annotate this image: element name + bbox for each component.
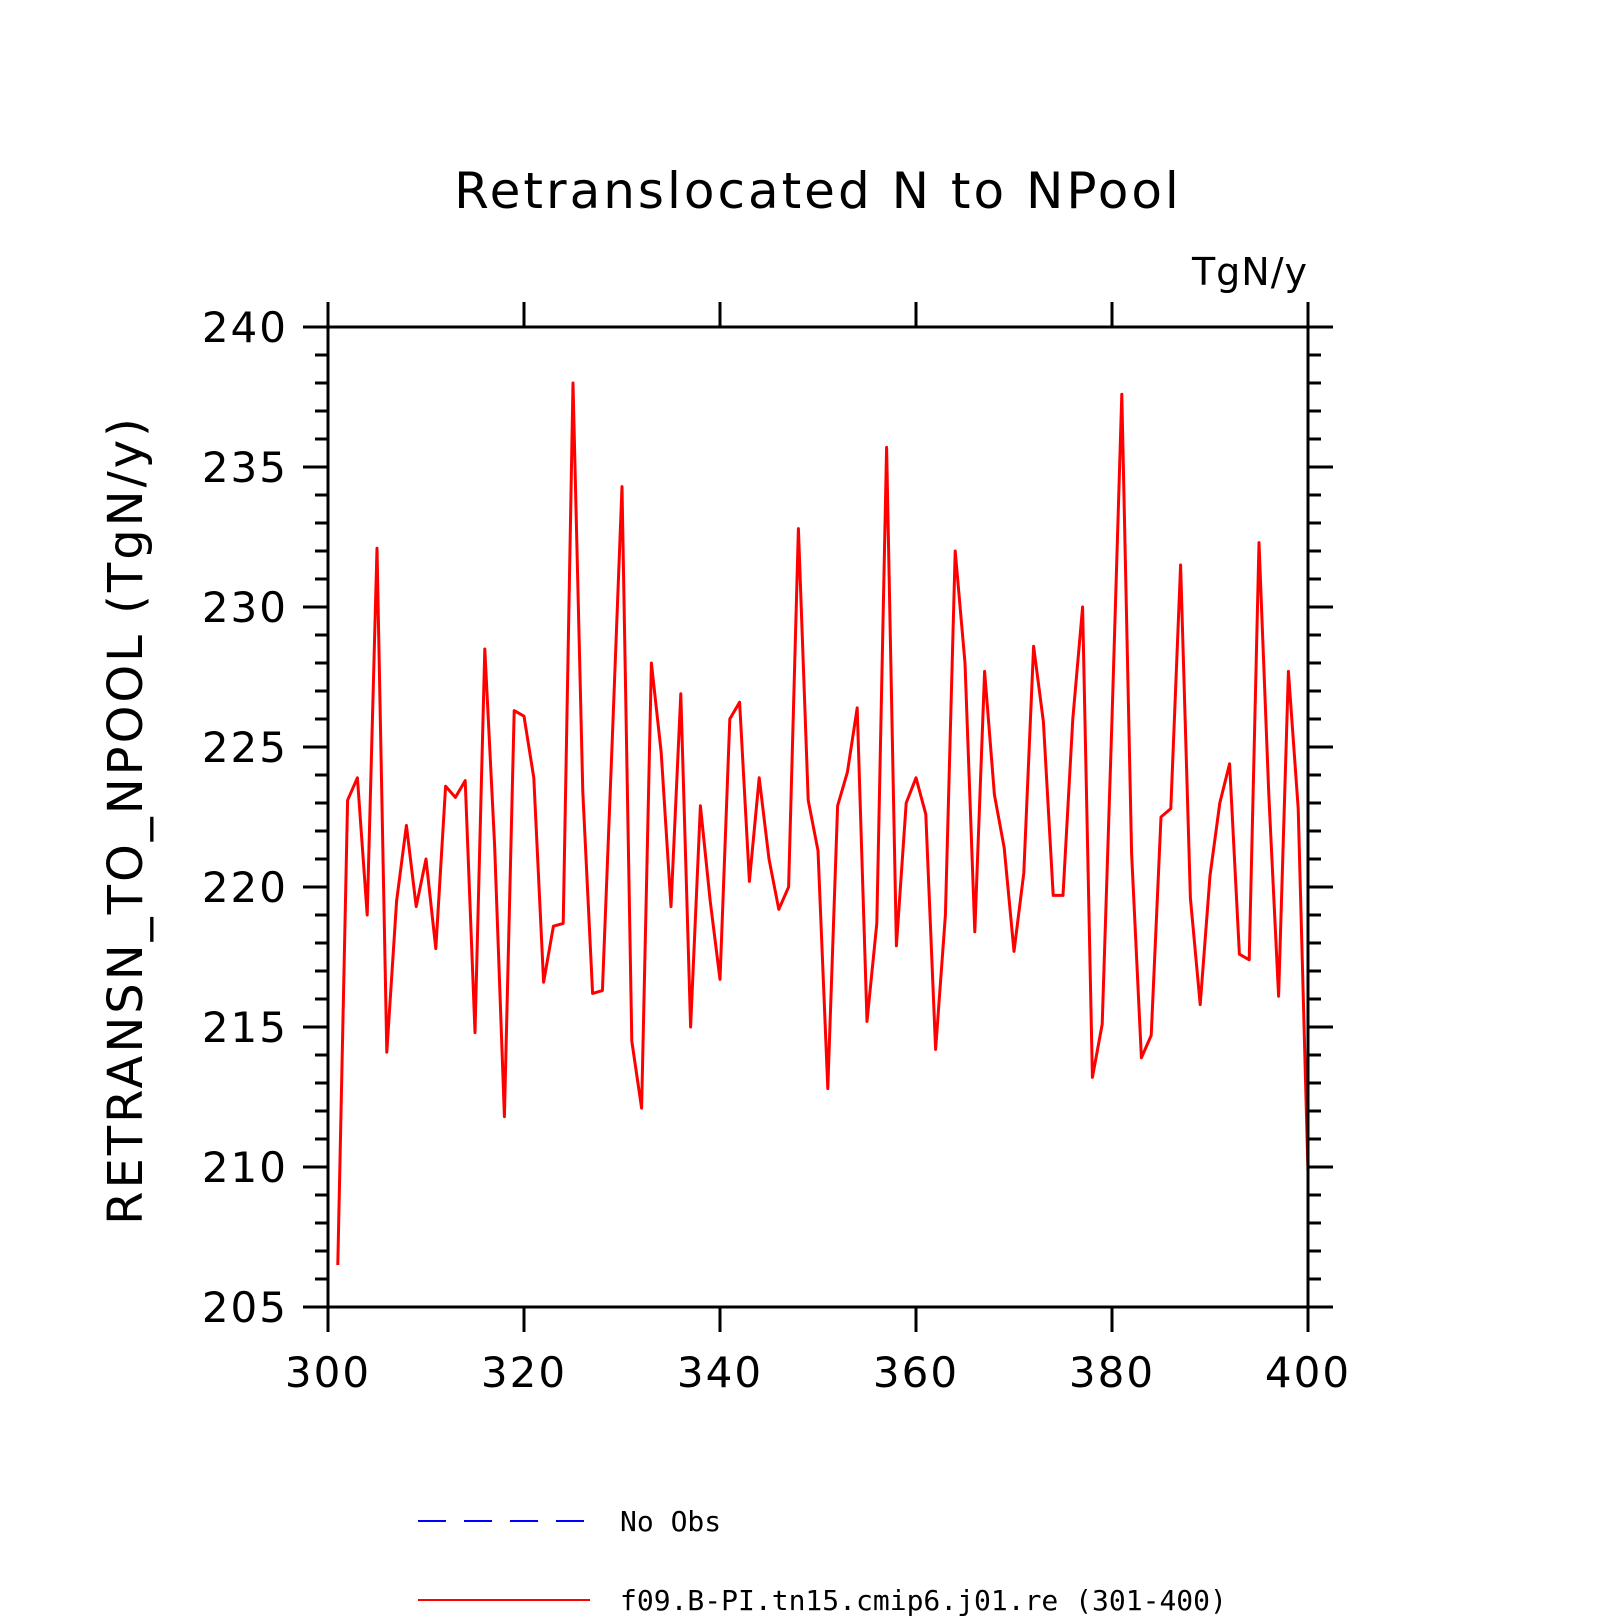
legend-label: No Obs [620,1505,721,1538]
y-tick-label: 225 [202,723,288,772]
x-tick-label: 400 [1265,1348,1351,1397]
y-tick-label: 210 [202,1143,288,1192]
chart-title: Retranslocated N to NPool [454,162,1182,220]
y-tick-label: 220 [202,863,288,912]
y-tick-label: 240 [202,303,288,352]
legend-label: f09.B-PI.tn15.cmip6.j01.re (301-400) [620,1584,1227,1617]
x-tick-label: 340 [677,1348,763,1397]
axis-ticks: 300 320 340 360 380 400 205 210 215 220 225 230 235 2… [202,302,1351,1397]
series-line [336,381,1310,1266]
x-tick-label: 320 [481,1348,567,1397]
y-tick-label: 230 [202,583,288,632]
x-tick-label: 360 [873,1348,959,1397]
x-tick-label: 380 [1069,1348,1155,1397]
legend: No Obs f09.B-PI.tn15.cmip6.j01.re (301-40… [418,1505,1227,1617]
x-tick-label: 300 [285,1348,371,1397]
y-tick-label: 215 [202,1003,288,1052]
plot-frame [326,325,1310,1309]
units-label: TgN/y [1191,250,1308,294]
series-layer [336,381,1310,1266]
y-tick-label: 205 [202,1283,288,1332]
y-tick-label: 235 [202,443,288,492]
y-axis-label: RETRANSN_TO_NPOOL (TgN/y) [98,415,154,1225]
